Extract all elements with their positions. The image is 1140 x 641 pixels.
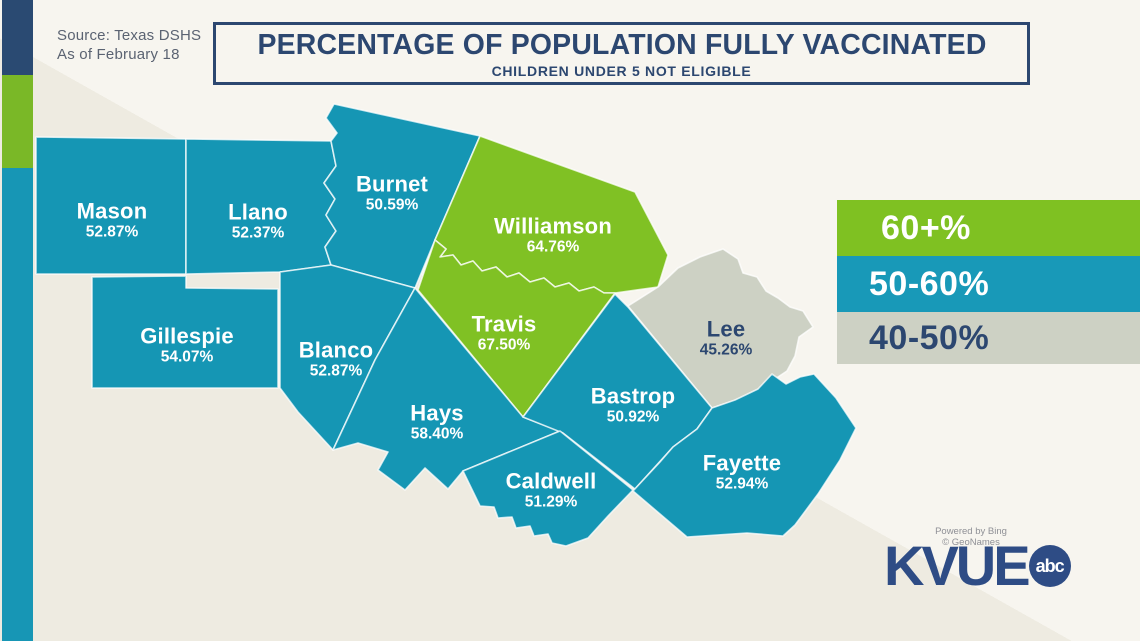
county-label-llano: Llano 52.37%: [228, 200, 288, 243]
county-label-lee: Lee 45.26%: [700, 317, 753, 360]
stripe-navy-segment: [2, 0, 33, 75]
legend-label-40-50: 40-50%: [869, 318, 990, 357]
county-name: Fayette: [702, 450, 782, 476]
county-value: 50.92%: [606, 408, 660, 426]
county-name: Bastrop: [590, 383, 676, 409]
county-value: 45.26%: [699, 341, 753, 359]
source-line-2: As of February 18: [57, 46, 180, 63]
county-name: Travis: [471, 311, 537, 337]
map-attribution: Powered by Bing © GeoNames: [905, 526, 1037, 548]
county-label-gillespie: Gillespie 54.07%: [140, 324, 234, 367]
county-name: Llano: [228, 199, 288, 225]
county-name: Caldwell: [505, 468, 597, 494]
county-value: 50.59%: [365, 196, 419, 214]
left-brand-stripe: [2, 0, 33, 641]
county-value: 54.07%: [160, 348, 214, 366]
attribution-line-2: © GeoNames: [942, 537, 1000, 548]
map-legend: 60+% 50-60% 40-50%: [837, 200, 1140, 364]
stripe-teal-segment: [2, 168, 33, 641]
legend-item-60-plus: 60+%: [837, 200, 1140, 256]
legend-label-50-60: 50-60%: [869, 264, 990, 303]
county-name: Williamson: [494, 213, 612, 239]
abc-network-logo: abc: [1028, 545, 1071, 587]
county-value: 52.87%: [85, 223, 139, 241]
abc-network-label: abc: [1035, 555, 1065, 576]
county-value: 52.37%: [231, 224, 285, 242]
county-shape-burnet: [323, 103, 481, 289]
county-name: Mason: [76, 198, 148, 224]
county-shape-travis: [417, 239, 616, 418]
kvue-logo: KVUE abc: [884, 538, 1071, 594]
county-value: 67.50%: [477, 336, 531, 354]
county-name: Blanco: [298, 337, 374, 363]
source-note: Source: Texas DSHS As of February 18: [57, 26, 201, 64]
legend-item-40-50: 40-50%: [837, 312, 1140, 364]
county-value: 64.76%: [526, 238, 580, 256]
county-shape-lee: [627, 248, 814, 409]
county-name: Burnet: [355, 171, 429, 197]
county-label-burnet: Burnet 50.59%: [356, 172, 428, 215]
legend-label-60-plus: 60+%: [881, 208, 971, 247]
county-value: 52.94%: [715, 475, 769, 493]
page-subtitle: CHILDREN UNDER 5 NOT ELIGIBLE: [491, 62, 752, 79]
county-label-blanco: Blanco 52.87%: [299, 338, 374, 381]
county-value: 51.29%: [524, 493, 578, 511]
legend-item-50-60: 50-60%: [837, 256, 1140, 312]
county-value: 58.40%: [410, 425, 464, 443]
county-label-fayette: Fayette 52.94%: [703, 451, 781, 494]
county-name: Lee: [706, 316, 746, 342]
page-title: PERCENTAGE OF POPULATION FULLY VACCINATE…: [256, 28, 987, 61]
stripe-green-segment: [2, 75, 33, 206]
county-shape-caldwell: [462, 430, 634, 547]
county-value: 52.87%: [309, 362, 363, 380]
title-box: PERCENTAGE OF POPULATION FULLY VACCINATE…: [213, 22, 1030, 85]
county-label-hays: Hays 58.40%: [410, 401, 463, 444]
county-label-bastrop: Bastrop 50.92%: [591, 384, 676, 427]
county-name: Gillespie: [140, 323, 234, 349]
county-label-caldwell: Caldwell 51.29%: [506, 469, 597, 512]
source-line-1: Source: Texas DSHS: [57, 27, 202, 44]
county-shape-gillespie: [91, 275, 279, 389]
county-label-travis: Travis 67.50%: [472, 312, 537, 355]
kvue-wordmark: KVUE: [884, 534, 1031, 597]
attribution-line-1: Powered by Bing: [935, 526, 1007, 537]
county-name: Hays: [410, 400, 464, 426]
county-label-williamson: Williamson 64.76%: [494, 214, 612, 257]
county-label-mason: Mason 52.87%: [77, 199, 148, 242]
county-shape-fayette: [632, 373, 857, 538]
